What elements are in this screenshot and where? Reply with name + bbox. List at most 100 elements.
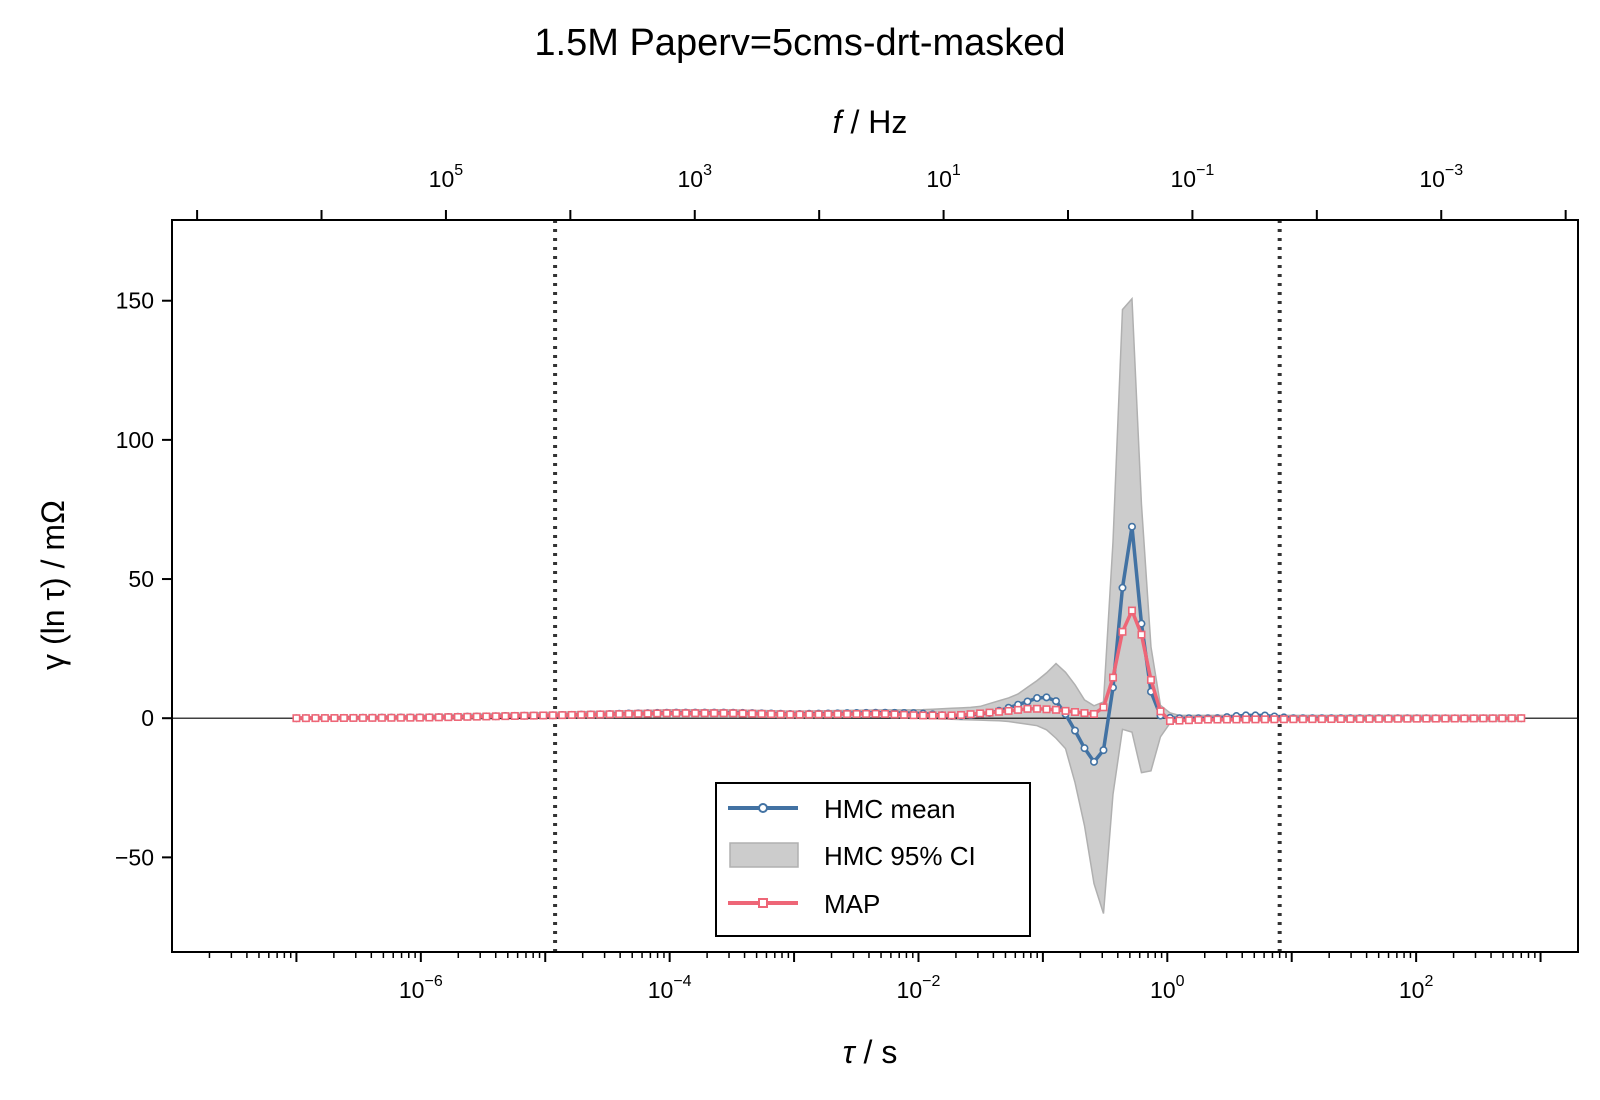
map-point-27 xyxy=(548,711,557,720)
map-point-2 xyxy=(311,714,320,723)
map-point-127 xyxy=(1498,714,1507,723)
map-point-105 xyxy=(1289,715,1298,724)
map-point-109 xyxy=(1327,715,1336,724)
map-point-101 xyxy=(1251,715,1260,724)
y-tick-label-4: 150 xyxy=(116,288,154,314)
map-point-55 xyxy=(814,710,823,719)
map-point-87 xyxy=(1118,627,1127,636)
map-point-79 xyxy=(1042,705,1051,714)
map-point-61 xyxy=(871,709,880,718)
hmc-mean-point-88 xyxy=(1127,522,1136,531)
map-point-85 xyxy=(1099,703,1108,712)
hmc-mean-point-87 xyxy=(1118,583,1127,592)
map-point-129 xyxy=(1517,714,1526,723)
map-point-121 xyxy=(1441,714,1450,723)
map-point-75 xyxy=(1004,706,1013,715)
map-point-47 xyxy=(738,709,747,718)
hmc-mean-point-77 xyxy=(1023,697,1032,706)
map-point-90 xyxy=(1146,675,1155,684)
map-point-34 xyxy=(615,710,624,719)
legend-label-hmc-mean: HMC mean xyxy=(824,794,955,824)
map-point-102 xyxy=(1260,715,1269,724)
map-point-116 xyxy=(1393,714,1402,723)
hmc-mean-point-85 xyxy=(1099,746,1108,755)
map-point-103 xyxy=(1270,715,1279,724)
map-markers xyxy=(292,606,1526,725)
y-axis: −50 0 50 100 150 xyxy=(115,288,172,870)
map-point-114 xyxy=(1374,714,1383,723)
map-point-7 xyxy=(358,713,367,722)
x-tick-label-1: 10−4 xyxy=(648,973,692,1003)
map-point-74 xyxy=(995,707,1004,716)
series-layer xyxy=(292,522,1526,766)
map-point-117 xyxy=(1403,714,1412,723)
map-point-17 xyxy=(453,712,462,721)
map-point-110 xyxy=(1336,714,1345,723)
map-point-4 xyxy=(330,714,339,723)
map-point-123 xyxy=(1460,714,1469,723)
map-point-71 xyxy=(966,710,975,719)
legend: HMC mean HMC 95% CI MAP xyxy=(715,782,1031,937)
map-point-106 xyxy=(1298,715,1307,724)
map-point-73 xyxy=(985,708,994,717)
hmc-mean-point-79 xyxy=(1042,693,1051,702)
map-point-12 xyxy=(406,713,415,722)
map-point-112 xyxy=(1355,714,1364,723)
map-point-88 xyxy=(1127,606,1136,615)
legend-marker-hmc-mean xyxy=(758,803,768,813)
map-point-99 xyxy=(1232,715,1241,724)
map-point-86 xyxy=(1108,673,1117,682)
map-point-31 xyxy=(586,710,595,719)
map-point-91 xyxy=(1156,707,1165,716)
map-point-108 xyxy=(1317,715,1326,724)
legend-marker-map xyxy=(758,898,768,908)
top-tick-label-3: 10−1 xyxy=(1170,162,1214,192)
map-point-69 xyxy=(947,711,956,720)
map-point-39 xyxy=(662,709,671,718)
map-point-93 xyxy=(1175,716,1184,725)
map-point-92 xyxy=(1165,716,1174,725)
legend-entry-map: MAP xyxy=(728,889,880,919)
map-point-38 xyxy=(653,709,662,718)
map-point-49 xyxy=(757,709,766,718)
map-point-68 xyxy=(938,711,947,720)
y-tick-label-1: 0 xyxy=(141,705,154,731)
map-point-14 xyxy=(425,713,434,722)
top-tick-label-0: 105 xyxy=(429,162,464,192)
map-point-8 xyxy=(368,713,377,722)
map-point-64 xyxy=(900,710,909,719)
map-point-67 xyxy=(928,711,937,720)
y-axis-title: γ (ln τ) / mΩ xyxy=(35,500,71,670)
map-point-70 xyxy=(957,710,966,719)
map-point-26 xyxy=(539,711,548,720)
map-point-60 xyxy=(862,709,871,718)
map-point-62 xyxy=(881,709,890,718)
map-point-107 xyxy=(1308,715,1317,724)
map-point-43 xyxy=(700,709,709,718)
map-point-23 xyxy=(510,711,519,720)
x-axis-bottom: 10−6 10−4 10−2 100 102 xyxy=(208,952,1542,1003)
map-point-22 xyxy=(501,712,510,721)
y-tick-label-2: 50 xyxy=(128,566,154,592)
map-point-57 xyxy=(833,710,842,719)
map-point-72 xyxy=(976,709,985,718)
map-point-54 xyxy=(805,710,814,719)
map-point-45 xyxy=(719,709,728,718)
map-point-44 xyxy=(710,709,719,718)
map-point-40 xyxy=(672,709,681,718)
map-point-81 xyxy=(1061,706,1070,715)
map-point-80 xyxy=(1052,705,1061,714)
map-point-89 xyxy=(1137,630,1146,639)
map-point-122 xyxy=(1450,714,1459,723)
map-point-5 xyxy=(339,713,348,722)
map-point-41 xyxy=(681,709,690,718)
map-point-65 xyxy=(909,711,918,720)
map-point-126 xyxy=(1488,714,1497,723)
map-point-100 xyxy=(1241,715,1250,724)
map-point-6 xyxy=(349,713,358,722)
legend-label-map: MAP xyxy=(824,889,880,919)
legend-entry-hmc-ci: HMC 95% CI xyxy=(729,841,976,871)
map-point-25 xyxy=(529,711,538,720)
map-point-98 xyxy=(1222,715,1231,724)
